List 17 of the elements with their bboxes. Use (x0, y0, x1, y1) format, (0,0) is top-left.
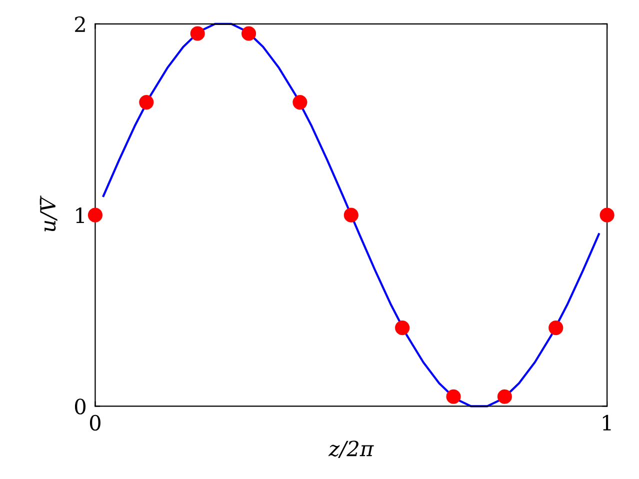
point (139, 95, 154, 110)
point (600, 208, 614, 222)
y-axis-title: u/V̄ (40, 196, 58, 232)
point (292, 95, 308, 110)
point (446, 389, 461, 404)
point (88, 208, 102, 222)
point (395, 320, 410, 336)
point (344, 208, 358, 222)
y-tick-label: 1 (76, 208, 84, 223)
point (190, 26, 205, 41)
line-series (102, 22, 600, 408)
point (241, 26, 256, 41)
x-axis-title: z/2π (328, 440, 374, 458)
y-tick-label: 0 (74, 398, 86, 414)
y-tick-label: 2 (75, 16, 85, 32)
point (548, 320, 564, 336)
point (497, 389, 512, 404)
